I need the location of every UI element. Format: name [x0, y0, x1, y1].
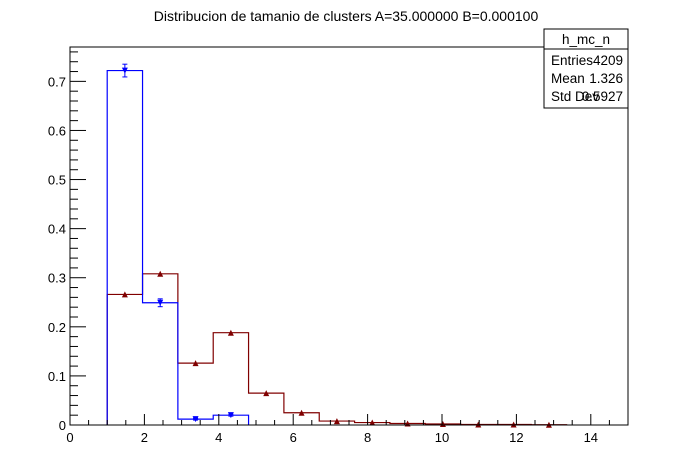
y-tick-label: 0.1 [48, 369, 66, 384]
stats-label-stddev: Std Dev [551, 89, 599, 104]
stats-value-stddev: 0.5927 [582, 89, 623, 104]
stats-box-name: h_mc_n [562, 32, 610, 47]
stats-box[interactable]: h_mc_n Entries 4209 Mean 1.326 Std Dev 0… [543, 28, 629, 109]
x-tick-label: 4 [215, 430, 222, 445]
y-tick-label: 0.7 [48, 74, 66, 89]
x-tick-label: 12 [509, 430, 523, 445]
chart-title: Distribucion de tamanio de clusters A=35… [154, 8, 539, 24]
data-point [333, 418, 340, 425]
y-tick-label: 0.6 [48, 123, 66, 138]
data-point [369, 419, 376, 426]
stats-value-entries: 4209 [593, 53, 623, 68]
stats-label-entries: Entries [551, 53, 593, 68]
series-layer [106, 63, 568, 428]
data-point [121, 291, 128, 298]
y-tick-label: 0.4 [48, 222, 66, 237]
x-tick-label: 2 [141, 430, 148, 445]
data-point [227, 412, 234, 419]
data-point [121, 67, 128, 74]
stats-value-mean: 1.326 [589, 71, 623, 86]
stats-box-frame [543, 28, 629, 109]
histogram-outline [106, 69, 250, 425]
y-tick-label: 0.5 [48, 173, 66, 188]
y-tick-label: 0.2 [48, 320, 66, 335]
x-tick-label: 0 [66, 430, 73, 445]
y-tick-label: 0 [59, 418, 66, 433]
x-tick-label: 10 [435, 430, 449, 445]
x-tick-label: 8 [364, 430, 371, 445]
data-point [192, 360, 199, 367]
stats-label-mean: Mean [551, 71, 585, 86]
data-point [157, 299, 164, 306]
histogram-outline [106, 273, 568, 426]
y-tick-label: 0.3 [48, 271, 66, 286]
x-tick-label: 6 [290, 430, 297, 445]
data-point [298, 409, 305, 416]
data-point [192, 416, 199, 423]
data-point [157, 270, 164, 277]
x-tick-label: 14 [584, 430, 598, 445]
axes-layer: 0 2 4 6 8 10 12 14 0 0.1 0.2 0.3 0.4 0.5 0.6 0.7 [48, 51, 629, 445]
data-point [263, 390, 270, 397]
data-point [227, 329, 234, 336]
data-point [439, 421, 446, 428]
